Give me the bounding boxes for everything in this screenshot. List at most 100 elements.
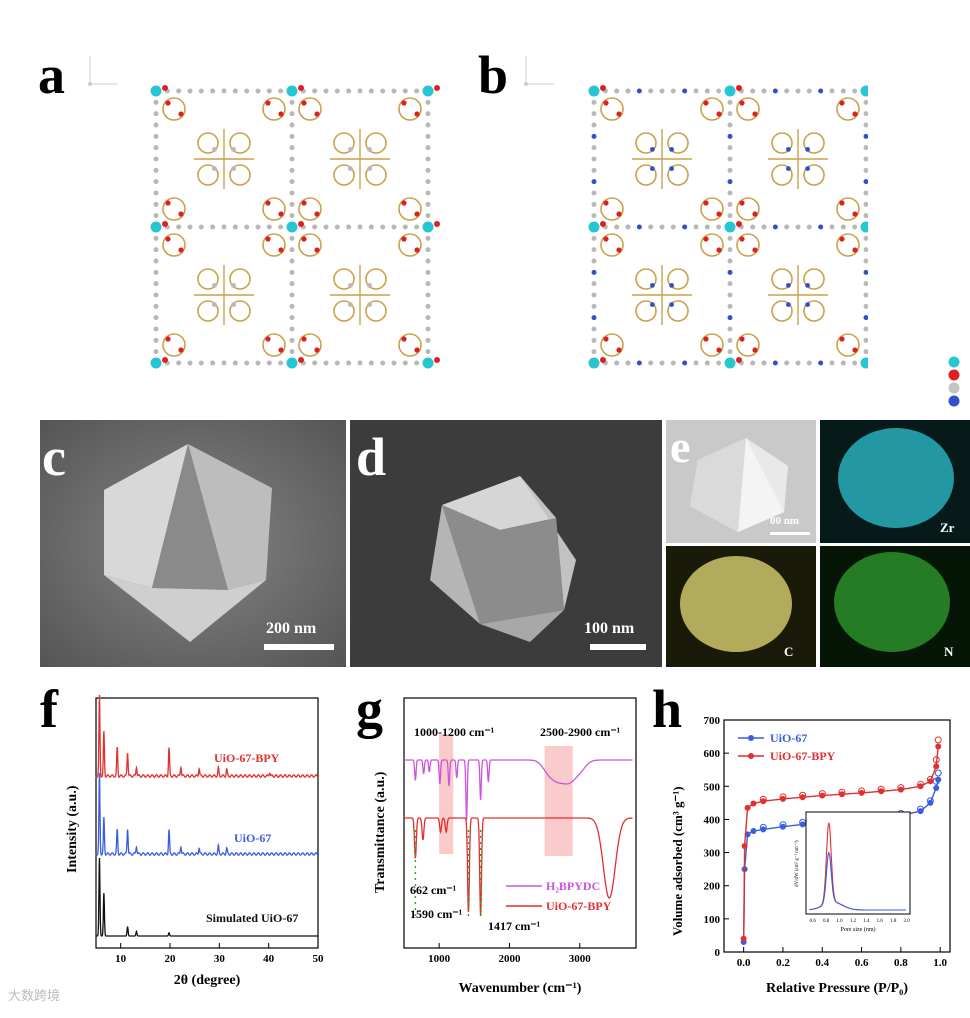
ring — [836, 97, 860, 121]
legend-label-uio67: UiO-67 — [770, 731, 807, 745]
linker-atom — [153, 235, 159, 241]
ring — [836, 233, 860, 257]
y-tick-label: 400 — [704, 814, 721, 826]
linker-atom — [591, 349, 597, 355]
data-point-1 — [933, 763, 940, 770]
eds-label-zr: Zr — [940, 520, 955, 535]
oxygen-atom — [414, 211, 420, 217]
oxygen-atom — [752, 247, 758, 253]
linker-atom — [198, 224, 204, 230]
linker-atom — [863, 213, 868, 219]
zr-atom — [724, 85, 736, 97]
inset-frame — [805, 811, 911, 915]
scale-bar-e — [770, 532, 810, 535]
ring — [162, 97, 186, 121]
series-line-2 — [96, 857, 318, 937]
linker-atom — [852, 224, 858, 230]
linker-atom — [244, 360, 250, 366]
desorption-point-1 — [779, 793, 787, 801]
chart-f: UiO-67-BPY UiO-67 Simulated UiO-67 10 20 30 40… — [65, 694, 324, 988]
linker-atom — [153, 315, 159, 321]
linker-atom — [863, 122, 868, 128]
linker-atom — [402, 360, 408, 366]
linker-atom — [863, 303, 868, 309]
ring — [298, 233, 322, 257]
linker-atom — [357, 88, 363, 94]
oxygen-atom — [165, 100, 171, 106]
linker-atom — [380, 360, 386, 366]
linker-atom — [863, 156, 868, 162]
center-atom — [231, 147, 236, 152]
oxygen-atom — [603, 100, 609, 106]
linker-atom — [750, 88, 756, 94]
panel-label-c: c — [42, 427, 66, 487]
sem-image-c: 200 nm — [40, 420, 346, 667]
linker-atom — [659, 88, 665, 94]
linker-atom — [863, 258, 868, 264]
linker-atom — [591, 258, 597, 264]
center-ring — [333, 300, 355, 322]
linker-atom — [727, 122, 733, 128]
linker-atom — [266, 360, 272, 366]
linker-atom — [648, 360, 654, 366]
ring — [836, 197, 860, 221]
desorption-point-0 — [779, 821, 787, 829]
oxygen-atom — [298, 357, 304, 363]
linker-atom — [289, 99, 295, 105]
linker-atom — [425, 190, 431, 196]
linker-atom — [425, 337, 431, 343]
linker-atom — [334, 224, 340, 230]
linker-atom — [391, 360, 397, 366]
oxygen-atom — [301, 236, 307, 242]
linker-atom — [727, 235, 733, 241]
linker-atom — [863, 292, 868, 298]
y-tick-label: 300 — [704, 848, 721, 860]
data-point-0 — [750, 828, 757, 835]
linker-atom — [289, 281, 295, 287]
linker-atom — [289, 201, 295, 207]
octahedron-d-face-front — [442, 505, 564, 624]
linker-atom — [750, 360, 756, 366]
eds-label-n: N — [944, 644, 954, 659]
linker-atom — [425, 99, 431, 105]
oxygen-atom — [178, 247, 184, 253]
center-atom — [367, 147, 372, 152]
zr-atom — [860, 357, 868, 369]
linker-atom — [289, 247, 295, 253]
linker-atom — [153, 133, 159, 139]
linker-atom — [289, 258, 295, 264]
center-atom — [212, 147, 217, 152]
center-ring — [635, 132, 657, 154]
linker-atom — [323, 88, 329, 94]
linker-atom — [625, 224, 631, 230]
data-point-0 — [935, 776, 942, 783]
linker-atom — [289, 179, 295, 185]
data-point-1 — [897, 786, 904, 793]
center-ring — [197, 132, 219, 154]
center-atom — [805, 302, 810, 307]
zr-atom — [588, 85, 600, 97]
y-tick-label: 500 — [704, 781, 721, 793]
linker-atom — [278, 88, 284, 94]
structure-b-lattice — [588, 85, 868, 369]
center-atom — [231, 302, 236, 307]
linker-atom — [334, 88, 340, 94]
linker-atom — [289, 235, 295, 241]
linker-atom — [210, 88, 216, 94]
oxygen-atom — [298, 85, 304, 91]
linker-atom — [153, 337, 159, 343]
ring — [836, 333, 860, 357]
linker-atom — [591, 167, 597, 173]
center-ring — [667, 132, 689, 154]
oxygen-atom — [278, 111, 284, 117]
linker-atom — [863, 337, 868, 343]
linker-atom — [312, 360, 318, 366]
center-atom — [786, 283, 791, 288]
linker-atom — [425, 145, 431, 151]
center-ring — [333, 268, 355, 290]
y-tick-label: 200 — [704, 881, 721, 893]
linker-atom — [414, 360, 420, 366]
zr-atom — [422, 221, 434, 233]
oxygen-atom — [401, 336, 407, 342]
panel-label-g: g — [356, 679, 383, 739]
